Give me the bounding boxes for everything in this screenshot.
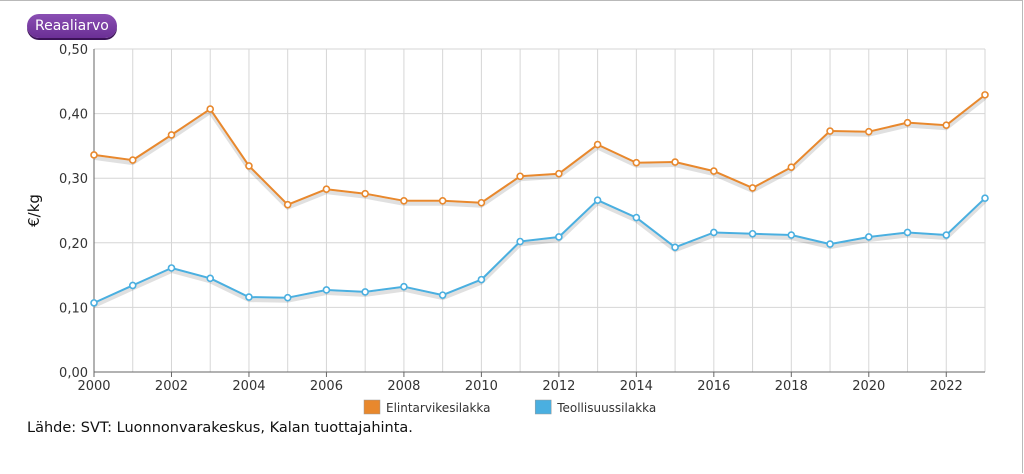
data-point	[283, 200, 292, 209]
x-tick-label: 2008	[387, 379, 420, 394]
series-line-shadow	[93, 199, 987, 308]
data-point	[283, 293, 292, 302]
data-point	[516, 172, 524, 181]
data-point	[245, 293, 253, 301]
legend-label-1: Elintarvikesilakka	[386, 401, 491, 415]
data-point	[903, 228, 912, 237]
data-point	[787, 163, 796, 172]
y-tick-label: 0,00	[59, 366, 88, 381]
y-tick-label: 0,20	[59, 237, 88, 252]
axes: 0,00 0,10 0,20 0,30 0,40 0,50 2000 2002 2004 2006…	[25, 43, 985, 394]
x-tick-label: 2016	[697, 379, 730, 394]
x-tick-label: 2006	[310, 379, 343, 394]
series-line-2	[93, 197, 986, 304]
data-point	[206, 274, 215, 283]
data-point	[671, 243, 679, 252]
data-point	[322, 286, 331, 294]
data-point	[128, 281, 137, 290]
data-point	[516, 237, 524, 246]
y-tick-label: 0,50	[59, 43, 88, 58]
data-point	[167, 264, 176, 272]
x-tick-label: 2014	[620, 379, 653, 394]
grid	[93, 48, 986, 373]
data-point	[322, 185, 331, 193]
data-point	[981, 91, 989, 99]
source-note: Lähde: SVT: Luonnonvarakeskus, Kalan tuo…	[27, 420, 413, 436]
data-point	[942, 231, 951, 239]
data-point	[787, 231, 796, 239]
data-point	[593, 140, 602, 149]
data-point	[477, 198, 486, 207]
data-point	[555, 169, 563, 178]
data-point	[438, 197, 447, 205]
series-line-shadow	[93, 96, 987, 210]
data-point	[400, 282, 408, 291]
data-point	[400, 197, 408, 205]
data-point	[671, 158, 679, 166]
data-point	[981, 194, 989, 203]
data-point	[245, 162, 253, 170]
data-point	[477, 275, 486, 284]
x-tick-label: 2004	[232, 379, 265, 394]
data-point	[438, 291, 447, 299]
series-layer	[90, 91, 989, 308]
data-point	[748, 229, 757, 238]
y-tick-label: 0,10	[59, 301, 88, 316]
legend-label-2: Teollisuussilakka	[556, 401, 656, 415]
data-point	[555, 233, 563, 241]
x-tick-label: 2018	[775, 379, 808, 394]
x-tick-label: 2012	[542, 379, 575, 394]
data-point	[361, 288, 369, 296]
y-tick-label: 0,40	[59, 108, 88, 123]
data-point	[632, 213, 641, 222]
legend: Elintarvikesilakka Teollisuussilakka	[363, 399, 656, 415]
data-point	[903, 118, 912, 127]
x-tick-label: 2022	[930, 379, 963, 394]
x-tick-label: 2010	[465, 379, 498, 394]
data-point	[710, 228, 718, 237]
data-point	[128, 156, 137, 164]
data-point	[90, 299, 98, 307]
data-point	[748, 184, 757, 192]
data-point	[632, 158, 641, 167]
data-point	[864, 127, 873, 136]
data-point	[361, 189, 369, 198]
series-line-1	[93, 94, 986, 206]
real-value-toggle-button[interactable]: Reaaliarvo	[27, 14, 117, 38]
legend-swatch-2	[534, 399, 552, 415]
data-point	[942, 121, 951, 130]
data-point	[826, 240, 834, 248]
data-point	[864, 233, 873, 241]
y-axis-label: €/kg	[25, 194, 43, 227]
legend-swatch-1	[363, 399, 381, 415]
data-point	[593, 196, 602, 204]
x-tick-label: 2000	[77, 379, 110, 394]
x-tick-label: 2020	[852, 379, 885, 394]
x-tick-label: 2002	[155, 379, 188, 394]
data-point	[206, 105, 215, 113]
data-point	[90, 151, 98, 159]
data-point	[167, 131, 176, 139]
y-tick-label: 0,30	[59, 172, 88, 187]
data-point	[710, 167, 718, 175]
data-point	[826, 127, 834, 135]
